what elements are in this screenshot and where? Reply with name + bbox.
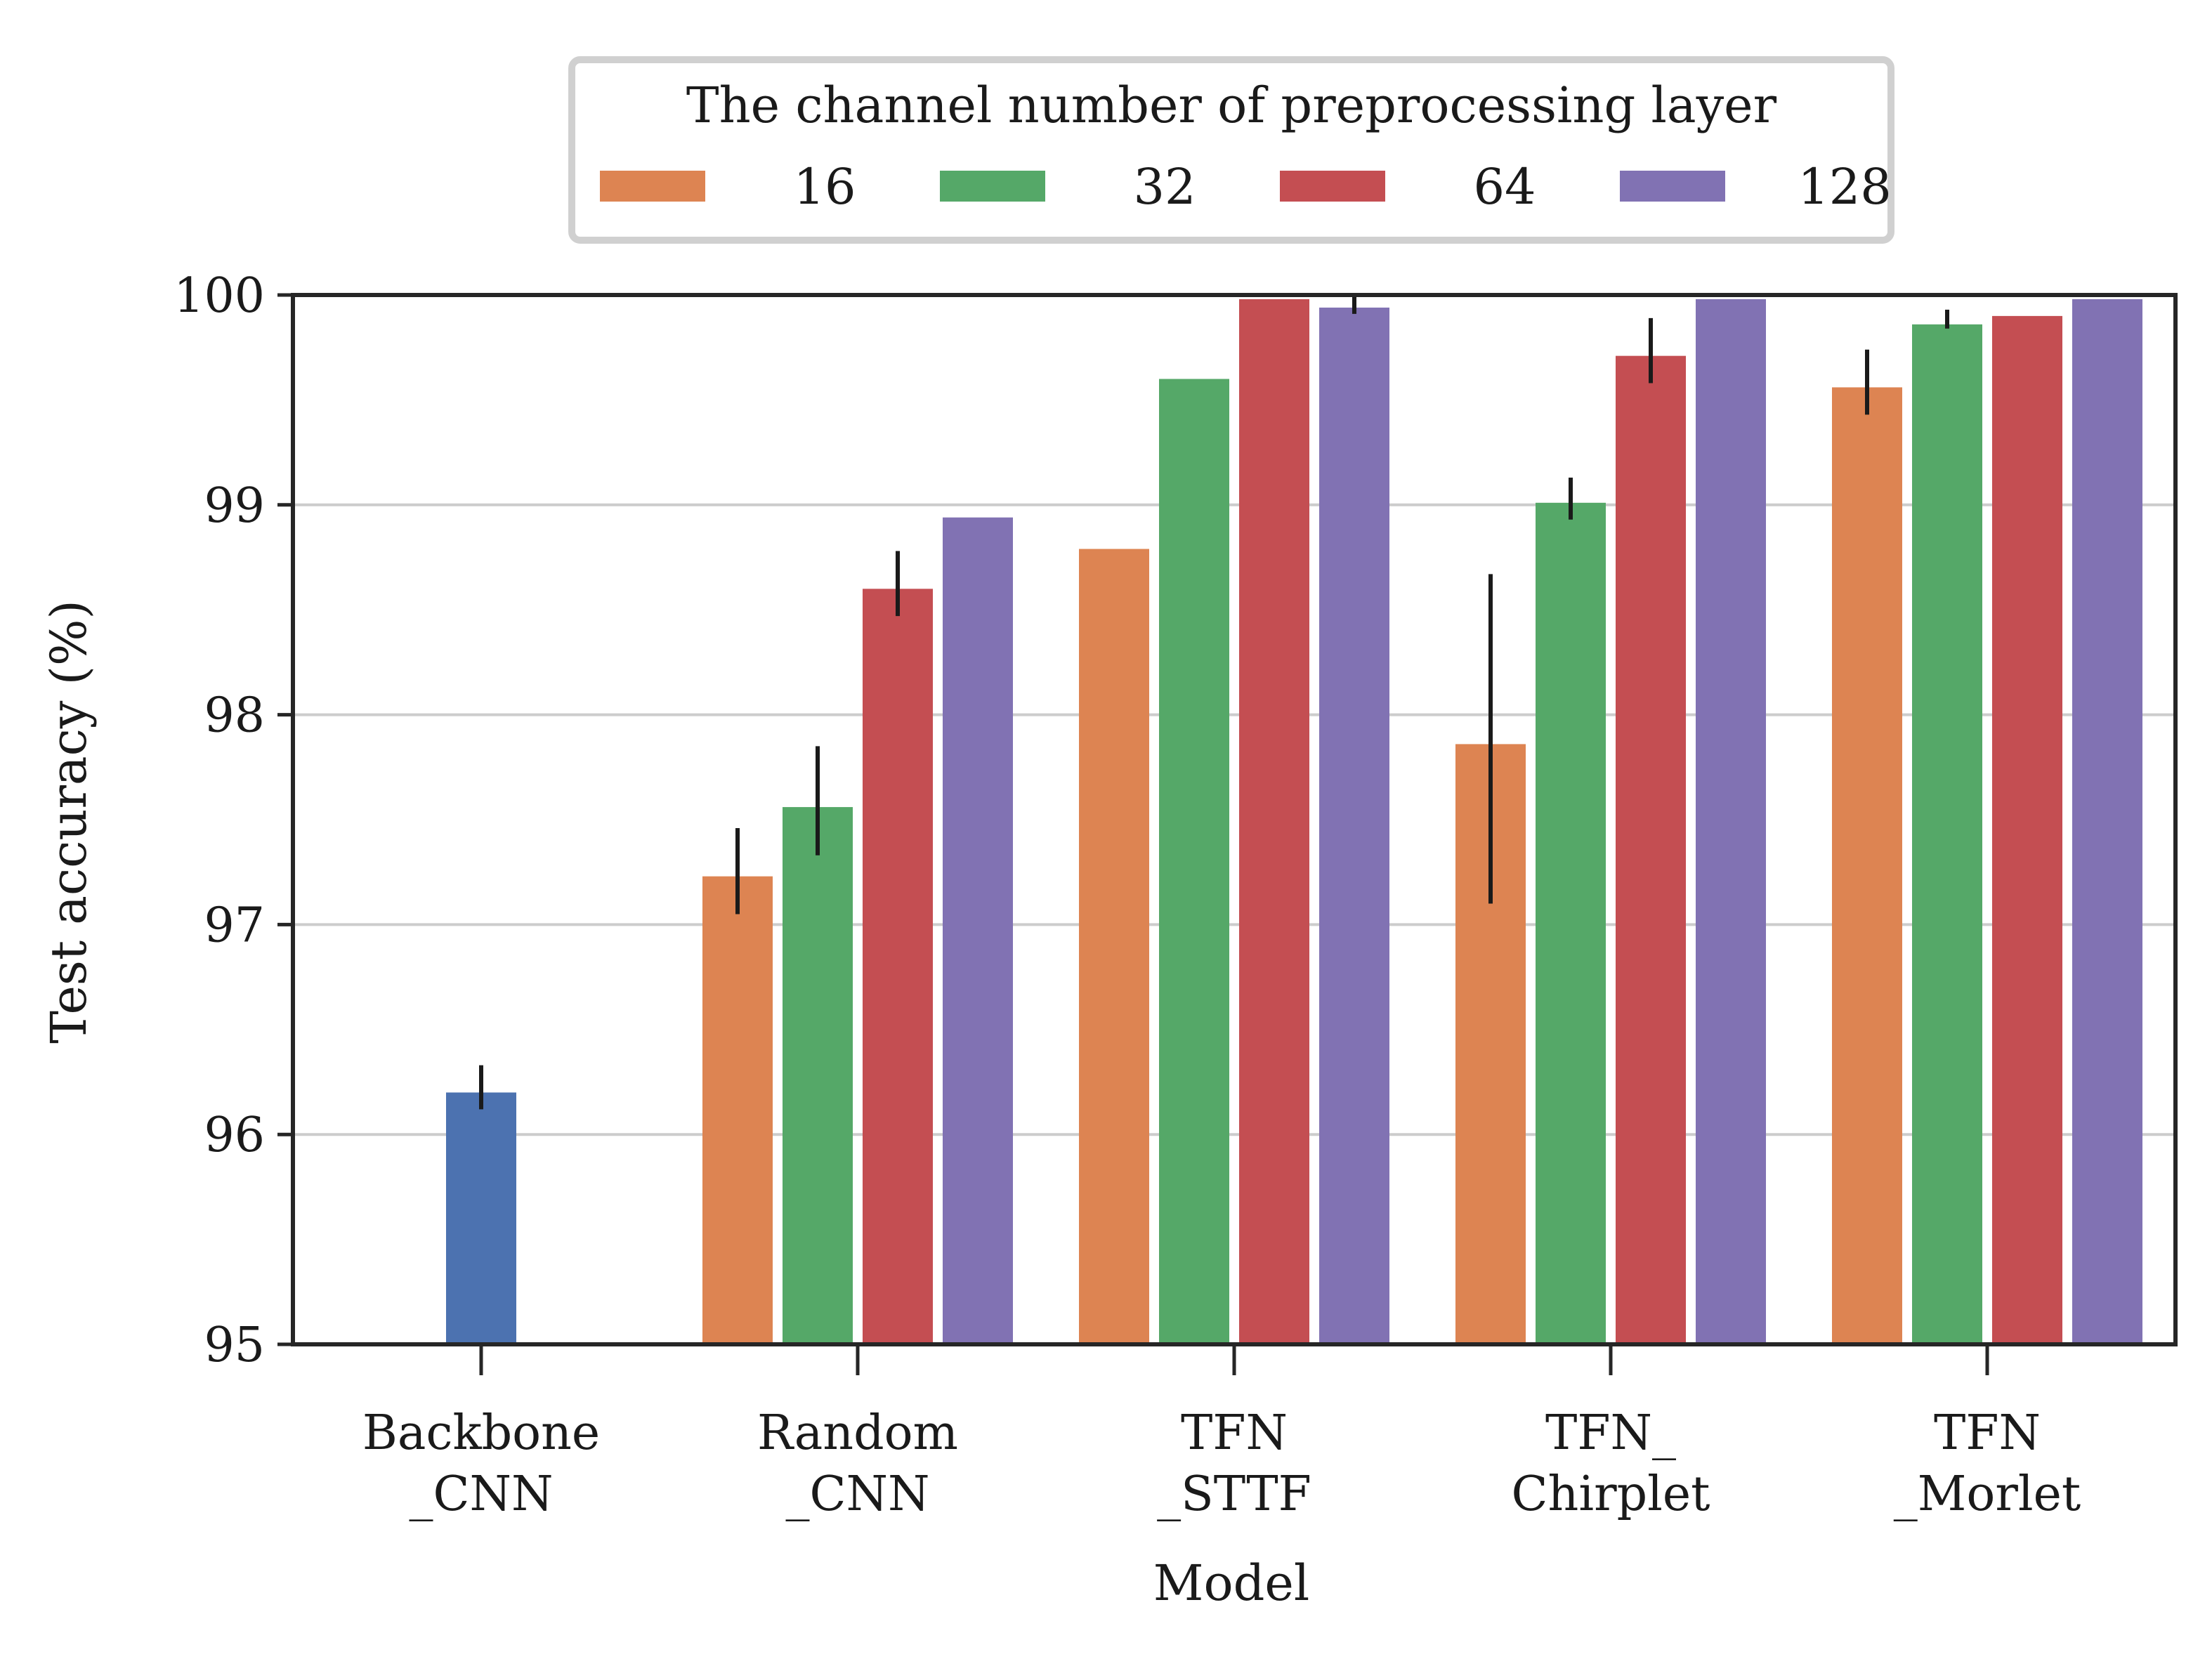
bar-series-16 (1079, 549, 1149, 1344)
x-tick-label-line1: Random (757, 1405, 958, 1461)
legend-label-16: 16 (793, 158, 856, 216)
x-axis-ticks: Backbone _CNN Random _CNN TFN _STTF TFN_ Chirpl… (362, 1344, 2081, 1522)
y-tick-label: 98 (204, 688, 265, 744)
legend-label-128: 128 (1798, 158, 1892, 216)
legend-frame (568, 56, 1894, 244)
bar-series-64 (863, 589, 933, 1344)
bar-series-128 (943, 517, 1013, 1344)
x-tick-label-line2: Chirplet (1512, 1467, 1710, 1522)
legend-swatch-64 (1280, 171, 1385, 202)
x-tick-label-line1: Backbone (362, 1405, 600, 1461)
bar-series-64 (1616, 355, 1686, 1345)
y-tick-label: 95 (204, 1318, 265, 1373)
bar-series-32 (1536, 502, 1606, 1344)
x-tick-label-line1: TFN (1934, 1405, 2041, 1461)
x-tick-label-line1: TFN (1181, 1405, 1288, 1461)
x-tick-label-line2: _STTF (1157, 1467, 1311, 1522)
x-tick-label-line2: _CNN (409, 1467, 553, 1522)
legend-swatch-16 (600, 171, 705, 202)
error-bars (479, 295, 1949, 1110)
x-axis-title: Model (1153, 1554, 1309, 1612)
y-tick-label: 97 (204, 898, 265, 953)
y-axis-ticks: 95 96 97 98 99 100 (174, 268, 293, 1373)
y-tick-label: 96 (204, 1108, 265, 1163)
bar-series-64 (1239, 299, 1309, 1344)
bar-series-16 (702, 876, 773, 1344)
bar-series-32 (1912, 324, 1982, 1344)
legend: The channel number of preprocessing laye… (568, 56, 1894, 244)
y-tick-label: 99 (204, 478, 265, 534)
legend-swatch-32 (940, 171, 1045, 202)
bar-series-128 (1696, 299, 1766, 1344)
bar-series-64 (1992, 315, 2062, 1344)
bar-series-128 (1319, 307, 1389, 1345)
bar-series-128 (2072, 299, 2142, 1344)
legend-swatch-128 (1620, 171, 1725, 202)
legend-label-32: 32 (1133, 158, 1196, 216)
bar-series-32 (1159, 379, 1229, 1344)
bars (446, 299, 2142, 1345)
x-tick-label-line2: _CNN (785, 1467, 929, 1522)
y-tick-label: 100 (174, 268, 265, 324)
bar-series-16 (1832, 387, 1902, 1345)
bar-backbone-cnn (446, 1092, 516, 1344)
y-axis-title: Test accuracy (%) (40, 600, 98, 1044)
bar-series-32 (783, 807, 853, 1344)
legend-label-64: 64 (1473, 158, 1536, 216)
legend-title: The channel number of preprocessing laye… (686, 77, 1777, 134)
x-tick-label-line2: _Morlet (1894, 1467, 2081, 1522)
x-tick-label-line1: TFN_ (1545, 1405, 1676, 1461)
legend-items: 16 32 64 128 (600, 158, 1892, 216)
